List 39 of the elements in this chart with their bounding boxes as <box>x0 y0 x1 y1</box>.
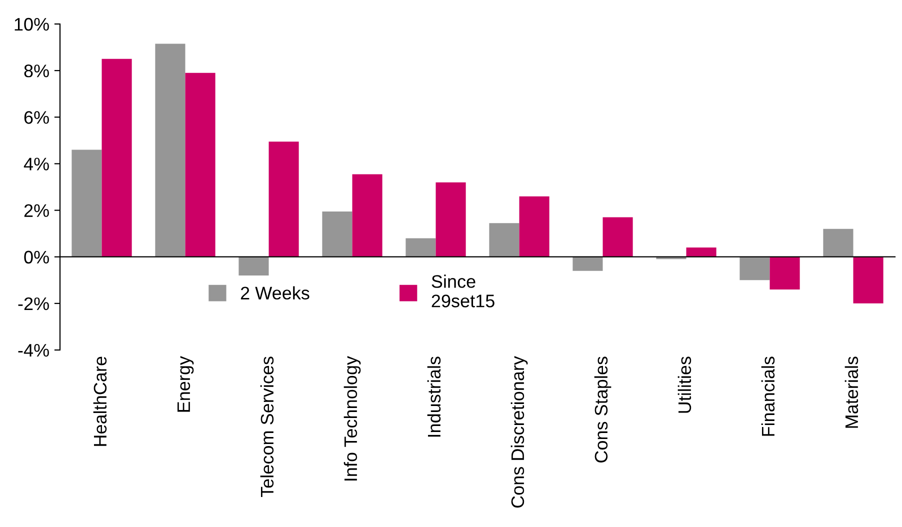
y-tick-label: -4% <box>18 344 49 357</box>
x-tick-label: Energy <box>177 356 194 412</box>
y-tick-label: 6% <box>24 111 49 124</box>
x-tick-label: Cons Staples <box>594 356 612 462</box>
y-tick-label: 4% <box>24 158 49 170</box>
bar <box>72 150 102 257</box>
bar <box>489 223 520 257</box>
x-tick-label: Industrials <box>427 356 441 437</box>
legend-label: Since 29set15 <box>432 274 494 308</box>
bar <box>155 44 186 257</box>
bar <box>268 142 299 257</box>
y-tick-label: 0% <box>24 250 49 264</box>
x-tick-label: Materials <box>844 356 858 428</box>
legend-label: 2 Weeks <box>240 286 310 300</box>
bar <box>823 228 854 257</box>
y-tick-label: -2% <box>18 297 49 310</box>
x-tick-label: Utilities <box>678 356 692 413</box>
bar <box>352 174 382 257</box>
bar <box>572 256 603 271</box>
bar <box>770 256 800 290</box>
x-tick-label: Financials <box>761 356 775 436</box>
bar <box>406 238 436 257</box>
bar <box>322 211 352 257</box>
bar <box>519 196 550 257</box>
x-tick-label: HealthCare <box>93 356 107 446</box>
bar <box>102 58 132 257</box>
bar <box>853 256 884 304</box>
y-tick-label: 8% <box>24 64 49 78</box>
x-tick-label: Info Technology <box>344 356 361 480</box>
bar <box>686 248 716 257</box>
y-tick-label: 2% <box>24 204 49 217</box>
bar <box>436 182 466 257</box>
bar <box>602 217 633 257</box>
y-tick-label: 10% <box>14 18 49 31</box>
bar <box>238 256 269 276</box>
x-tick-label: Cons Discretionary <box>510 356 528 508</box>
bar <box>185 72 216 257</box>
x-tick-label: Telecom Services <box>260 356 274 498</box>
bar <box>740 256 770 280</box>
